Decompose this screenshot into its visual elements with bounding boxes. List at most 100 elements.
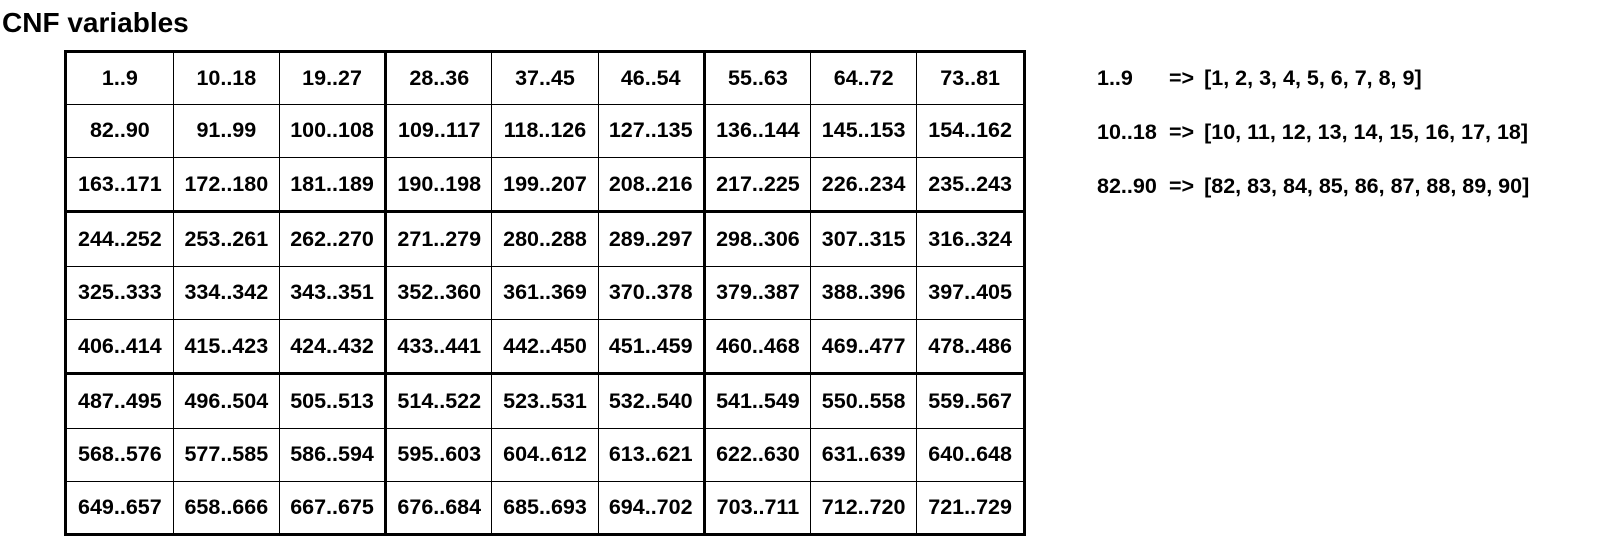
grid-cell: 370..378 [597,266,706,320]
grid-cell: 361..369 [491,266,599,320]
grid-cell: 91..99 [172,104,280,158]
grid-row: 82..90 91..99 100..108 109..117 118..126 127.… [67,104,1023,158]
grid-cell: 235..243 [916,156,1023,214]
grid-cell: 307..315 [810,211,918,268]
grid-cell: 100..108 [278,104,388,158]
grid-cell: 334..342 [172,266,280,320]
grid-cell: 343..351 [278,266,388,320]
grid-cell: 352..360 [385,266,493,320]
grid-cell: 208..216 [597,156,706,214]
grid-cell: 577..585 [172,428,280,482]
grid-row: 163..171 172..180 181..189 190..198 199..207… [67,156,1023,214]
page-title: CNF variables [2,7,189,38]
grid-cell: 226..234 [810,156,918,214]
grid-cell: 442..450 [491,318,599,376]
grid-cell: 19..27 [278,53,388,106]
grid-cell: 568..576 [67,428,174,482]
legend-values: [10, 11, 12, 13, 14, 15, 16, 17, 18] [1204,120,1529,144]
grid-cell: 316..324 [916,211,1023,268]
grid-row: 487..495 496..504 505..513 514..522 523..531… [67,373,1023,430]
variable-grid: 1..9 10..18 19..27 28..36 37..45 46..54 55..63… [64,50,1026,536]
grid-cell: 694..702 [597,480,706,533]
grid-cell: 154..162 [916,104,1023,158]
grid-cell: 703..711 [703,480,812,533]
grid-cell: 676..684 [385,480,493,533]
grid-cell: 532..540 [597,373,706,430]
grid-cell: 595..603 [385,428,493,482]
grid-cell: 559..567 [916,373,1023,430]
legend-row: 82..90 => [82, 83, 84, 85, 86, 87, 88, 89… [1097,168,1529,222]
grid-row: 568..576 577..585 586..594 595..603 604..612… [67,428,1023,482]
grid-cell: 325..333 [67,266,174,320]
grid-cell: 469..477 [810,318,918,376]
grid-cell: 298..306 [703,211,812,268]
grid-cell: 37..45 [491,53,599,106]
grid-cell: 631..639 [810,428,918,482]
grid-cell: 649..657 [67,480,174,533]
grid-cell: 289..297 [597,211,706,268]
grid-cell: 406..414 [67,318,174,376]
grid-cell: 199..207 [491,156,599,214]
grid-row: 406..414 415..423 424..432 433..441 442..450… [67,318,1023,376]
grid-row: 244..252 253..261 262..270 271..279 280..288… [67,211,1023,268]
grid-row: 1..9 10..18 19..27 28..36 37..45 46..54 55..63… [67,53,1023,106]
grid-cell: 55..63 [703,53,812,106]
grid-cell: 586..594 [278,428,388,482]
grid-cell: 478..486 [916,318,1023,376]
variable-grid-table: 1..9 10..18 19..27 28..36 37..45 46..54 55..63… [67,53,1023,533]
legend-values: [82, 83, 84, 85, 86, 87, 88, 89, 90] [1204,174,1530,198]
grid-cell: 721..729 [916,480,1023,533]
legend-arrow: => [1169,174,1195,198]
legend-values: [1, 2, 3, 4, 5, 6, 7, 8, 9] [1204,66,1422,90]
grid-cell: 46..54 [597,53,706,106]
grid-cell: 541..549 [703,373,812,430]
grid-cell: 262..270 [278,211,388,268]
grid-cell: 487..495 [67,373,174,430]
grid-row: 649..657 658..666 667..675 676..684 685..693… [67,480,1023,533]
grid-cell: 622..630 [703,428,812,482]
grid-cell: 451..459 [597,318,706,376]
grid-cell: 181..189 [278,156,388,214]
grid-cell: 604..612 [491,428,599,482]
legend-range: 82..90 [1097,174,1157,198]
grid-cell: 253..261 [172,211,280,268]
legend-arrow: => [1169,120,1195,144]
grid-cell: 415..423 [172,318,280,376]
grid-cell: 73..81 [916,53,1023,106]
grid-cell: 460..468 [703,318,812,376]
grid-cell: 190..198 [385,156,493,214]
legend-row: 1..9 => [1, 2, 3, 4, 5, 6, 7, 8, 9] [1097,60,1529,114]
grid-cell: 505..513 [278,373,388,430]
legend-range: 10..18 [1097,120,1157,144]
legend-range: 1..9 [1097,66,1133,90]
grid-cell: 163..171 [67,156,174,214]
legend-arrow: => [1169,66,1195,90]
grid-cell: 658..666 [172,480,280,533]
grid-cell: 109..117 [385,104,493,158]
grid-cell: 82..90 [67,104,174,158]
grid-cell: 10..18 [172,53,280,106]
grid-cell: 712..720 [810,480,918,533]
grid-cell: 514..522 [385,373,493,430]
grid-cell: 118..126 [491,104,599,158]
grid-cell: 145..153 [810,104,918,158]
grid-cell: 271..279 [385,211,493,268]
grid-cell: 640..648 [916,428,1023,482]
grid-cell: 613..621 [597,428,706,482]
grid-cell: 28..36 [385,53,493,106]
grid-cell: 685..693 [491,480,599,533]
grid-row: 325..333 334..342 343..351 352..360 361..369… [67,266,1023,320]
grid-cell: 496..504 [172,373,280,430]
grid-cell: 136..144 [703,104,812,158]
grid-cell: 550..558 [810,373,918,430]
grid-cell: 217..225 [703,156,812,214]
grid-cell: 523..531 [491,373,599,430]
grid-cell: 667..675 [278,480,388,533]
grid-cell: 280..288 [491,211,599,268]
grid-cell: 379..387 [703,266,812,320]
range-legend: 1..9 => [1, 2, 3, 4, 5, 6, 7, 8, 9] 10..1… [1097,60,1529,222]
grid-cell: 1..9 [67,53,174,106]
grid-cell: 127..135 [597,104,706,158]
grid-cell: 433..441 [385,318,493,376]
grid-cell: 424..432 [278,318,388,376]
